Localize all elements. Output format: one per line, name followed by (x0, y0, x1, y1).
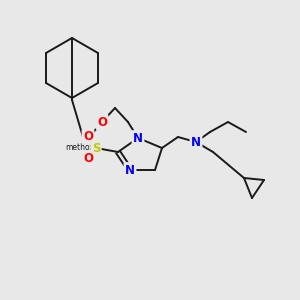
Text: O: O (97, 116, 107, 128)
Text: S: S (92, 142, 100, 154)
Text: O: O (83, 152, 93, 166)
Text: N: N (133, 131, 143, 145)
Text: methoxy: methoxy (65, 143, 99, 152)
Text: N: N (191, 136, 201, 148)
Text: O: O (83, 130, 93, 143)
Text: N: N (125, 164, 135, 176)
